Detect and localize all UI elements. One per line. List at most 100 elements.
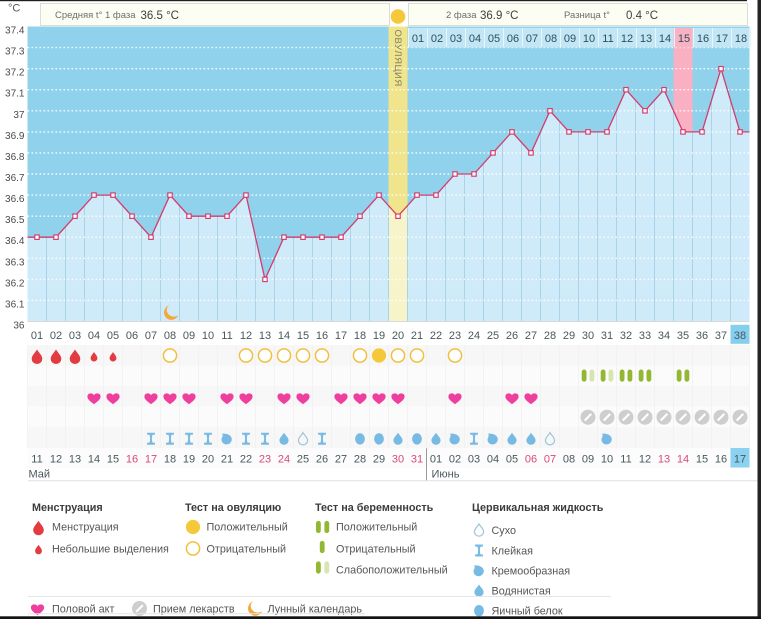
svg-text:36.9: 36.9	[5, 131, 25, 142]
svg-text:°C: °C	[8, 3, 20, 15]
svg-text:15: 15	[678, 33, 690, 45]
svg-text:17: 17	[145, 454, 157, 466]
svg-text:27: 27	[335, 454, 347, 466]
svg-text:37.3: 37.3	[5, 47, 25, 58]
svg-text:Май: Май	[29, 469, 51, 481]
svg-text:06: 06	[507, 33, 519, 45]
svg-text:28: 28	[544, 330, 556, 342]
svg-text:14: 14	[88, 454, 100, 466]
svg-text:04: 04	[469, 33, 481, 45]
svg-text:03: 03	[69, 330, 81, 342]
svg-text:08: 08	[563, 454, 575, 466]
svg-text:29: 29	[373, 454, 385, 466]
svg-text:Сухо: Сухо	[492, 525, 516, 537]
svg-text:30: 30	[392, 454, 404, 466]
svg-text:15: 15	[107, 454, 119, 466]
svg-text:21: 21	[411, 330, 423, 342]
svg-text:22: 22	[430, 330, 442, 342]
svg-text:07: 07	[145, 330, 157, 342]
svg-text:36.2: 36.2	[5, 278, 25, 289]
svg-text:13: 13	[658, 454, 670, 466]
svg-text:29: 29	[563, 330, 575, 342]
svg-text:Отрицательный: Отрицательный	[207, 544, 286, 556]
svg-text:01: 01	[31, 330, 43, 342]
svg-text:19: 19	[183, 454, 195, 466]
svg-text:37.2: 37.2	[5, 68, 25, 79]
svg-text:05: 05	[488, 33, 500, 45]
svg-text:19: 19	[373, 330, 385, 342]
svg-text:32: 32	[620, 330, 632, 342]
svg-text:37: 37	[13, 110, 25, 121]
svg-text:13: 13	[640, 33, 652, 45]
svg-text:04: 04	[487, 454, 499, 466]
svg-text:36.1: 36.1	[5, 299, 25, 310]
svg-text:01: 01	[412, 33, 424, 45]
svg-text:24: 24	[468, 330, 480, 342]
svg-text:02: 02	[50, 330, 62, 342]
svg-text:17: 17	[335, 330, 347, 342]
svg-text:18: 18	[164, 454, 176, 466]
svg-text:Прием лекарств: Прием лекарств	[153, 604, 235, 616]
svg-text:Яичный белок: Яичный белок	[492, 606, 563, 618]
svg-text:11: 11	[221, 330, 232, 342]
svg-text:37.4: 37.4	[5, 26, 25, 37]
svg-text:Цервикальная жидкость: Цервикальная жидкость	[472, 502, 604, 514]
svg-text:16: 16	[715, 454, 727, 466]
svg-text:16: 16	[126, 454, 138, 466]
svg-text:14: 14	[278, 330, 290, 342]
svg-text:36: 36	[13, 321, 25, 332]
svg-text:Водянистая: Водянистая	[492, 586, 551, 598]
svg-text:36.5 °C: 36.5 °C	[141, 10, 179, 22]
svg-text:37.1: 37.1	[5, 89, 25, 100]
svg-text:Менструация: Менструация	[52, 522, 119, 534]
svg-text:14: 14	[677, 454, 689, 466]
svg-text:07: 07	[526, 33, 538, 45]
svg-text:17: 17	[716, 33, 728, 45]
svg-text:36.7: 36.7	[5, 173, 25, 184]
svg-text:36.4: 36.4	[5, 236, 25, 247]
svg-text:Средняя t° 1 фаза: Средняя t° 1 фаза	[55, 10, 136, 21]
svg-text:03: 03	[450, 33, 462, 45]
svg-text:Июнь: Июнь	[432, 469, 460, 481]
svg-text:36.9 °C: 36.9 °C	[480, 10, 518, 22]
svg-text:10: 10	[202, 330, 214, 342]
svg-text:Менструация: Менструация	[32, 502, 103, 514]
svg-text:Положительный: Положительный	[207, 522, 288, 534]
svg-text:30: 30	[582, 330, 594, 342]
svg-text:Лунный календарь: Лунный календарь	[268, 604, 363, 616]
svg-text:12: 12	[639, 454, 651, 466]
svg-text:08: 08	[545, 33, 557, 45]
svg-text:14: 14	[659, 33, 671, 45]
svg-text:12: 12	[621, 33, 633, 45]
svg-text:12: 12	[50, 454, 62, 466]
svg-text:Слабоположительный: Слабоположительный	[336, 565, 448, 577]
svg-text:06: 06	[126, 330, 138, 342]
svg-text:Тест на овуляцию: Тест на овуляцию	[185, 502, 281, 514]
svg-text:15: 15	[696, 454, 708, 466]
svg-text:01: 01	[430, 454, 442, 466]
svg-text:17: 17	[734, 454, 746, 466]
svg-text:31: 31	[411, 454, 423, 466]
svg-text:Отрицательный: Отрицательный	[336, 544, 415, 556]
svg-text:33: 33	[639, 330, 651, 342]
svg-text:25: 25	[297, 454, 309, 466]
svg-text:36.3: 36.3	[5, 257, 25, 268]
svg-text:13: 13	[69, 454, 81, 466]
svg-text:08: 08	[164, 330, 176, 342]
svg-text:26: 26	[316, 454, 328, 466]
svg-text:21: 21	[221, 454, 233, 466]
svg-text:38: 38	[734, 330, 746, 342]
svg-text:07: 07	[544, 454, 556, 466]
svg-text:20: 20	[202, 454, 214, 466]
svg-text:34: 34	[658, 330, 670, 342]
svg-text:Половой акт: Половой акт	[52, 604, 114, 616]
svg-text:02: 02	[449, 454, 461, 466]
svg-text:37: 37	[715, 330, 727, 342]
svg-text:Положительный: Положительный	[336, 522, 417, 534]
svg-text:Разница t°: Разница t°	[564, 10, 610, 21]
svg-text:15: 15	[297, 330, 309, 342]
svg-text:36.8: 36.8	[5, 152, 25, 163]
svg-text:03: 03	[468, 454, 480, 466]
svg-text:16: 16	[316, 330, 328, 342]
svg-text:31: 31	[601, 330, 613, 342]
